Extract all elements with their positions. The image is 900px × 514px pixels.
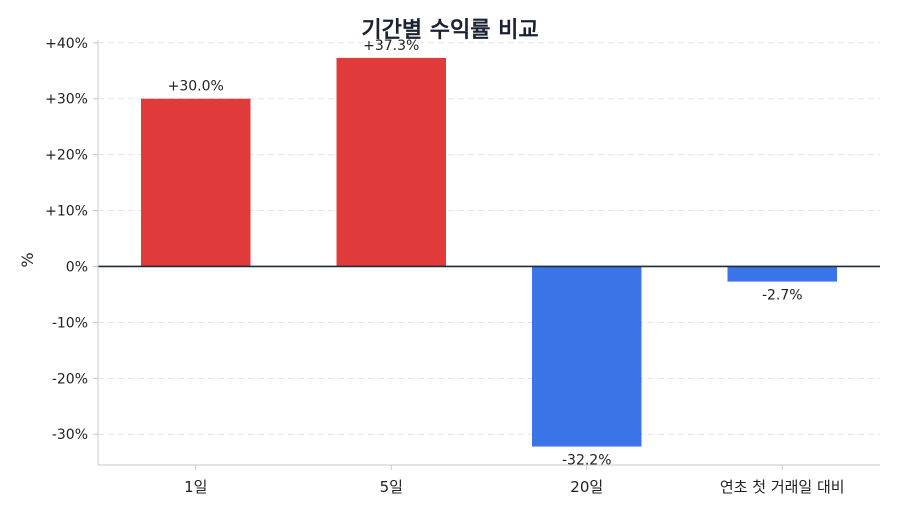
bar-3 [727, 266, 837, 282]
y-tick-label: 0% [66, 259, 88, 275]
chart-title: 기간별 수익률 비교 [361, 18, 539, 43]
x-tick-label: 1일 [184, 478, 207, 496]
data-label: +30.0% [168, 79, 224, 95]
axes: -30% -20% -10% 0% +10% +20% +30% +40% 1일 5일 20일 연초 … [45, 36, 880, 496]
data-label: -32.2% [562, 453, 612, 469]
x-tick-label: 5일 [380, 478, 403, 496]
bar-2 [532, 266, 642, 447]
data-labels: +30.0% +37.3% -32.2% -2.7% [168, 38, 803, 469]
bars [141, 57, 837, 447]
bar-0 [141, 98, 251, 267]
data-label: -2.7% [762, 288, 803, 304]
y-tick-label: -30% [52, 427, 88, 443]
y-tick-label: +30% [45, 92, 88, 108]
x-tick-label: 연초 첫 거래일 대비 [720, 478, 845, 496]
y-axis-label: % [18, 252, 37, 267]
x-tick-label: 20일 [570, 478, 603, 496]
y-tick-label: +40% [45, 36, 88, 52]
y-tick-label: +20% [45, 148, 88, 164]
y-tick-label: -10% [52, 315, 88, 331]
y-tick-label: -20% [52, 371, 88, 387]
bar-1 [336, 57, 446, 267]
data-label: +37.3% [363, 38, 419, 54]
y-tick-label: +10% [45, 204, 88, 220]
